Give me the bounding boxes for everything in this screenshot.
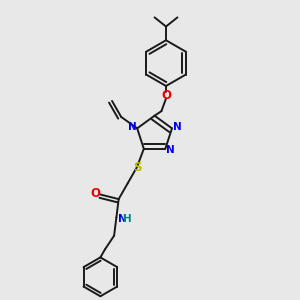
Text: O: O bbox=[91, 187, 101, 200]
Text: H: H bbox=[123, 214, 132, 224]
Text: N: N bbox=[118, 214, 127, 224]
Text: N: N bbox=[128, 122, 137, 132]
Text: O: O bbox=[161, 88, 171, 102]
Text: N: N bbox=[166, 145, 175, 155]
Text: S: S bbox=[133, 160, 141, 174]
Text: N: N bbox=[172, 122, 182, 132]
